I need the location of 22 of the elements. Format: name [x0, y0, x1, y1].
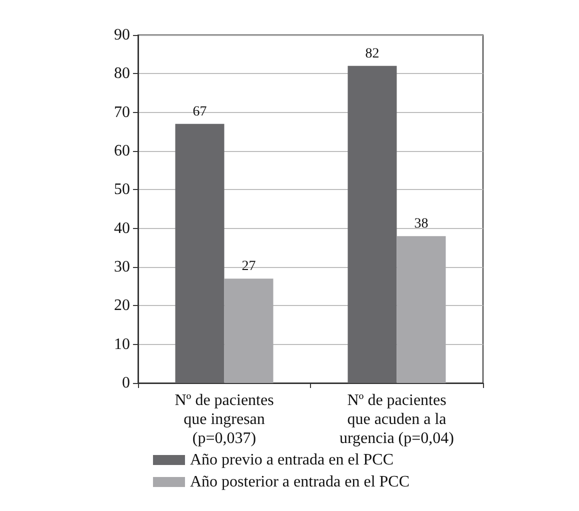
- legend-label: Año posterior a entrada en el PCC: [190, 474, 410, 490]
- bar: [396, 236, 446, 383]
- x-tick-label: Nº de pacientes que ingresan (p=0,037): [174, 392, 274, 447]
- bar: [224, 278, 274, 383]
- y-tick-label: 10: [114, 336, 130, 353]
- y-tick-label: 70: [114, 104, 130, 121]
- x-tick-label: Nº de pacientes que acuden a la urgencia (p=0,04): [340, 392, 454, 447]
- y-tick-label: 40: [114, 220, 130, 237]
- y-tick-label: 50: [114, 181, 130, 198]
- y-tick-label: 90: [114, 26, 130, 44]
- data-label: 82: [365, 46, 380, 62]
- y-tick-label: 0: [122, 374, 130, 392]
- y-tick-label: 20: [114, 297, 130, 314]
- data-label: 27: [242, 259, 256, 274]
- y-tick-label: 60: [114, 142, 130, 160]
- data-label: 38: [414, 216, 428, 232]
- y-tick-label: 80: [114, 65, 130, 82]
- data-label: 67: [192, 104, 207, 120]
- bar: [175, 124, 224, 383]
- bar: [348, 66, 397, 383]
- legend-label: Año previo a entrada en el PCC: [190, 452, 394, 468]
- y-tick-label: 30: [114, 258, 130, 276]
